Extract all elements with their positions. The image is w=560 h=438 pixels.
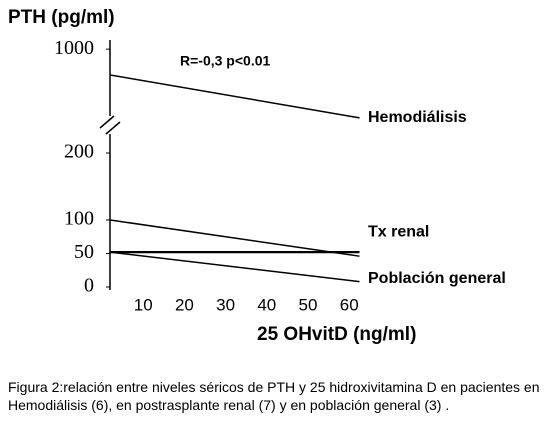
- series-label: Población general: [368, 270, 506, 287]
- series-line: [110, 219, 360, 257]
- series-line: [110, 74, 360, 119]
- axis-break: [99, 115, 115, 129]
- x-tick-label: 20: [175, 295, 194, 314]
- y-tick-label: 1000: [54, 37, 94, 59]
- x-tick-label: 30: [216, 295, 235, 314]
- axis-break: [105, 121, 121, 135]
- x-tick-label: 60: [340, 295, 359, 314]
- caption: Figura 2:relación entre niveles séricos …: [8, 379, 540, 413]
- series-line: [110, 251, 360, 283]
- x-axis-label: 25 OHvitD (ng/ml): [257, 324, 416, 345]
- x-tick-label: 50: [299, 295, 318, 314]
- y-tick-label: 0: [84, 275, 94, 297]
- chart: PTH (pg/ml) R=-0,3 p<0.01 25 OHvitD (ng/…: [8, 7, 506, 345]
- y-tick-label: 50: [74, 241, 94, 263]
- x-tick-label: 40: [257, 295, 276, 314]
- x-tick-label: 10: [134, 295, 153, 314]
- series-label: Hemodiálisis: [368, 109, 467, 126]
- annotation: R=-0,3 p<0.01: [180, 53, 270, 69]
- chart-title: PTH (pg/ml): [8, 7, 115, 28]
- series-label: Tx renal: [368, 223, 429, 240]
- y-tick-label: 200: [64, 141, 94, 163]
- y-tick-label: 100: [64, 208, 94, 230]
